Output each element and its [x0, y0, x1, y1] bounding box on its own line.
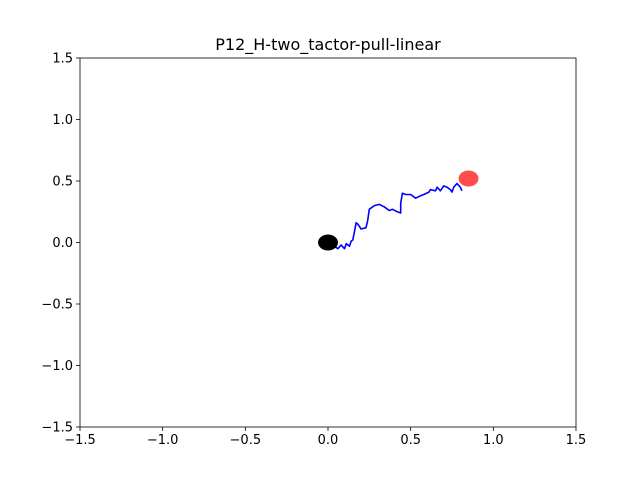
marker-start [318, 234, 338, 251]
chart-title: P12_H-two_tactor-pull-linear [215, 35, 441, 55]
series-line-0 [334, 182, 463, 250]
y-tick-label: −1.0 [41, 359, 73, 374]
x-tick-label: 1.5 [566, 433, 587, 448]
x-tick-label: 0.0 [318, 433, 339, 448]
y-tick-label: 0.0 [52, 236, 73, 251]
y-tick-label: 0.5 [52, 175, 73, 190]
axes: −1.5 −1.0 −0.5 0.0 0.5 1.0 1.5 −1.5 −1.0 −0.5 0.0 0… [41, 52, 586, 449]
y-tick-label: −1.5 [41, 421, 73, 436]
plot-content [318, 170, 479, 251]
x-tick-label: −0.5 [230, 433, 262, 448]
plot-area [318, 170, 479, 251]
x-tick-label: 1.0 [483, 433, 504, 448]
y-tick-label: 1.5 [52, 52, 73, 67]
y-tick-label: −0.5 [41, 298, 73, 313]
marker-target [458, 170, 479, 187]
y-tick-label: 1.0 [52, 113, 73, 128]
x-tick-label: −1.0 [147, 433, 179, 448]
x-tick-label: 0.5 [400, 433, 421, 448]
x-tick-label: −1.5 [64, 433, 96, 448]
